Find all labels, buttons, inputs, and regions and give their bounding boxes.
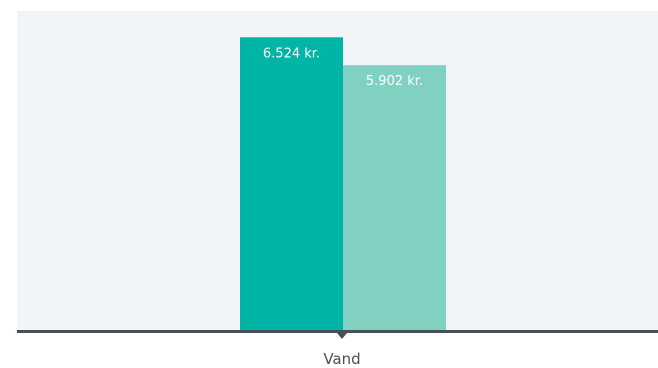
bar-series-2[interactable]	[343, 65, 446, 330]
data-label-series-2: 5.902 kr.	[366, 74, 423, 89]
bars-group	[240, 37, 446, 331]
x-tick-label: Vand	[323, 350, 360, 368]
bar-series-1[interactable]	[240, 37, 343, 331]
category-marker-icon	[337, 333, 347, 339]
data-label-series-1: 6.524 kr.	[263, 46, 320, 61]
data-labels-group: 6.524 kr. 5.902 kr.	[263, 46, 423, 89]
